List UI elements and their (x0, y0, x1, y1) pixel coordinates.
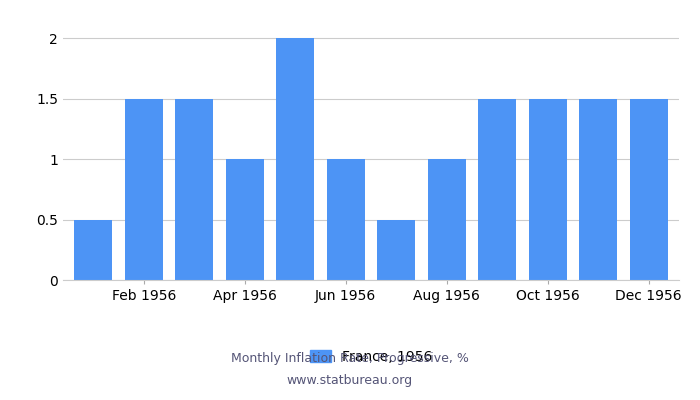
Bar (276, 38, 314, 280)
Bar (74, 220, 112, 280)
Bar (125, 99, 162, 280)
Text: Monthly Inflation Rate, Progressive, %: Monthly Inflation Rate, Progressive, % (231, 352, 469, 365)
Text: www.statbureau.org: www.statbureau.org (287, 374, 413, 387)
Legend: France, 1956: France, 1956 (304, 344, 438, 369)
Bar (528, 99, 567, 280)
Bar (377, 220, 415, 280)
Bar (478, 99, 516, 280)
Bar (630, 99, 668, 280)
Bar (580, 99, 617, 280)
Bar (428, 159, 466, 280)
Bar (226, 159, 264, 280)
Bar (327, 159, 365, 280)
Bar (175, 99, 214, 280)
